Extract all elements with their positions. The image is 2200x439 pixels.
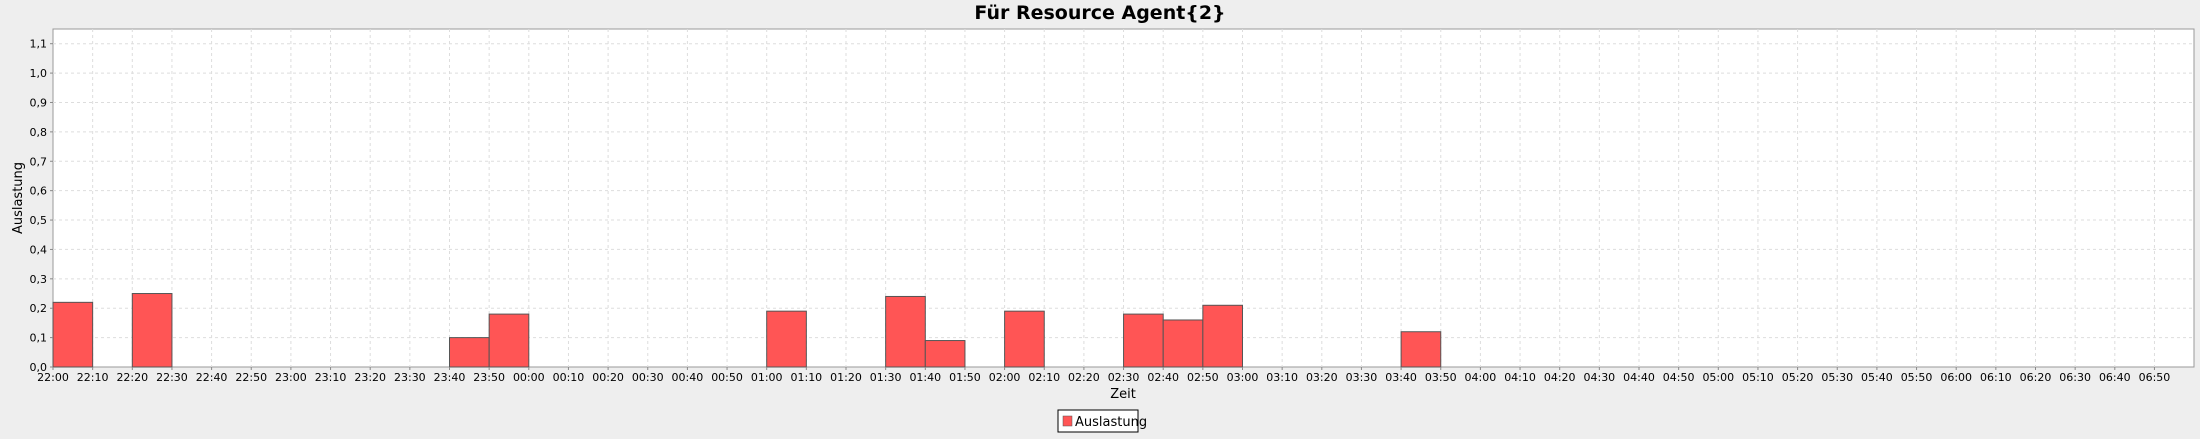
x-tick-label: 01:50 bbox=[949, 371, 981, 384]
x-tick-label: 23:50 bbox=[473, 371, 505, 384]
x-tick-label: 01:20 bbox=[830, 371, 862, 384]
y-tick-label: 0,0 bbox=[30, 361, 48, 374]
x-tick-label: 00:40 bbox=[672, 371, 704, 384]
x-tick-label: 01:40 bbox=[909, 371, 941, 384]
x-tick-label: 02:20 bbox=[1068, 371, 1100, 384]
x-tick-label: 22:30 bbox=[156, 371, 188, 384]
bar bbox=[885, 295, 926, 368]
x-tick-label: 05:40 bbox=[1861, 371, 1893, 384]
x-tick-label: 00:00 bbox=[513, 371, 545, 384]
x-tick-label: 02:50 bbox=[1187, 371, 1219, 384]
x-tick-label: 03:10 bbox=[1266, 371, 1298, 384]
x-tick-label: 05:10 bbox=[1742, 371, 1774, 384]
x-tick-label: 06:00 bbox=[1940, 371, 1972, 384]
x-tick-label: 02:10 bbox=[1028, 371, 1060, 384]
grid-lines bbox=[53, 29, 2194, 367]
x-tick-label: 03:00 bbox=[1227, 371, 1259, 384]
x-tick-label: 23:30 bbox=[394, 371, 426, 384]
x-tick-label: 05:20 bbox=[1782, 371, 1814, 384]
x-tick-label: 02:00 bbox=[989, 371, 1021, 384]
x-tick-label: 02:40 bbox=[1147, 371, 1179, 384]
bar bbox=[131, 293, 173, 368]
bar bbox=[449, 337, 490, 368]
x-tick-label: 06:30 bbox=[2059, 371, 2091, 384]
x-tick-label: 06:10 bbox=[1980, 371, 2012, 384]
y-tick-label: 0,9 bbox=[30, 96, 48, 109]
y-tick-label: 0,5 bbox=[30, 214, 48, 227]
x-tick-label: 22:10 bbox=[77, 371, 109, 384]
x-tick-label: 00:30 bbox=[632, 371, 664, 384]
bars bbox=[52, 293, 1442, 368]
x-tick-label: 05:00 bbox=[1702, 371, 1734, 384]
bar bbox=[1202, 304, 1243, 368]
y-tick-label: 0,8 bbox=[30, 126, 48, 139]
bar bbox=[766, 310, 807, 368]
y-tick-label: 0,6 bbox=[30, 185, 48, 198]
y-tick-label: 0,3 bbox=[30, 273, 48, 286]
x-tick-label: 00:10 bbox=[553, 371, 585, 384]
y-tick-label: 1,1 bbox=[30, 38, 48, 51]
bar bbox=[1400, 331, 1442, 368]
legend-box bbox=[1057, 409, 1139, 433]
x-tick-label: 23:10 bbox=[315, 371, 347, 384]
x-axis-label: Zeit bbox=[1110, 387, 1136, 402]
x-tick-label: 23:20 bbox=[354, 371, 386, 384]
x-tick-label: 04:00 bbox=[1465, 371, 1497, 384]
x-tick-label: 04:30 bbox=[1583, 371, 1615, 384]
y-axis-label: Auslastung bbox=[11, 162, 26, 234]
y-tick-label: 0,2 bbox=[30, 302, 48, 315]
x-tick-label: 22:40 bbox=[196, 371, 228, 384]
x-tick-label: 04:10 bbox=[1504, 371, 1536, 384]
x-tick-label: 23:00 bbox=[275, 371, 307, 384]
x-tick-label: 22:00 bbox=[37, 371, 69, 384]
y-axis-ticks: 0,0 0,1 0,2 0,3 0,4 0,5 0,6 0,7 0,8 0,9 1,0 1,1 bbox=[30, 38, 53, 374]
x-tick-label: 03:30 bbox=[1346, 371, 1378, 384]
bar bbox=[1162, 319, 1204, 368]
legend: Auslastung bbox=[1057, 409, 1147, 433]
x-tick-label: 05:30 bbox=[1821, 371, 1853, 384]
y-tick-label: 0,1 bbox=[30, 332, 48, 345]
x-tick-label: 23:40 bbox=[434, 371, 466, 384]
x-tick-label: 06:50 bbox=[2139, 371, 2171, 384]
x-tick-label: 06:20 bbox=[2020, 371, 2052, 384]
x-tick-label: 22:20 bbox=[116, 371, 148, 384]
x-tick-label: 01:30 bbox=[870, 371, 902, 384]
x-tick-label: 04:50 bbox=[1663, 371, 1695, 384]
bar bbox=[1123, 313, 1164, 368]
x-tick-label: 01:00 bbox=[751, 371, 783, 384]
legend-swatch bbox=[1062, 415, 1073, 427]
y-tick-label: 0,4 bbox=[30, 243, 48, 256]
bar bbox=[1004, 310, 1045, 368]
x-tick-label: 05:50 bbox=[1901, 371, 1933, 384]
x-tick-label: 04:40 bbox=[1623, 371, 1655, 384]
bar bbox=[52, 301, 94, 368]
x-tick-label: 03:20 bbox=[1306, 371, 1338, 384]
x-tick-label: 06:40 bbox=[2099, 371, 2131, 384]
y-tick-label: 0,7 bbox=[30, 155, 48, 168]
bar bbox=[488, 313, 530, 368]
x-tick-label: 04:20 bbox=[1544, 371, 1576, 384]
chart-title: Für Resource Agent{2} bbox=[974, 2, 1225, 24]
x-tick-label: 03:50 bbox=[1425, 371, 1457, 384]
bar bbox=[924, 340, 966, 368]
x-tick-label: 03:40 bbox=[1385, 371, 1417, 384]
y-tick-label: 1,0 bbox=[30, 67, 48, 80]
x-tick-label: 01:10 bbox=[790, 371, 822, 384]
legend-label: Auslastung bbox=[1075, 415, 1147, 430]
x-tick-label: 00:50 bbox=[711, 371, 743, 384]
x-tick-label: 00:20 bbox=[592, 371, 624, 384]
x-tick-label: 02:30 bbox=[1108, 371, 1140, 384]
x-tick-label: 22:50 bbox=[235, 371, 267, 384]
x-axis-ticks: 22:00 22:10 22:20 22:30 22:40 22:50 23:00 23:10… bbox=[37, 367, 2170, 384]
